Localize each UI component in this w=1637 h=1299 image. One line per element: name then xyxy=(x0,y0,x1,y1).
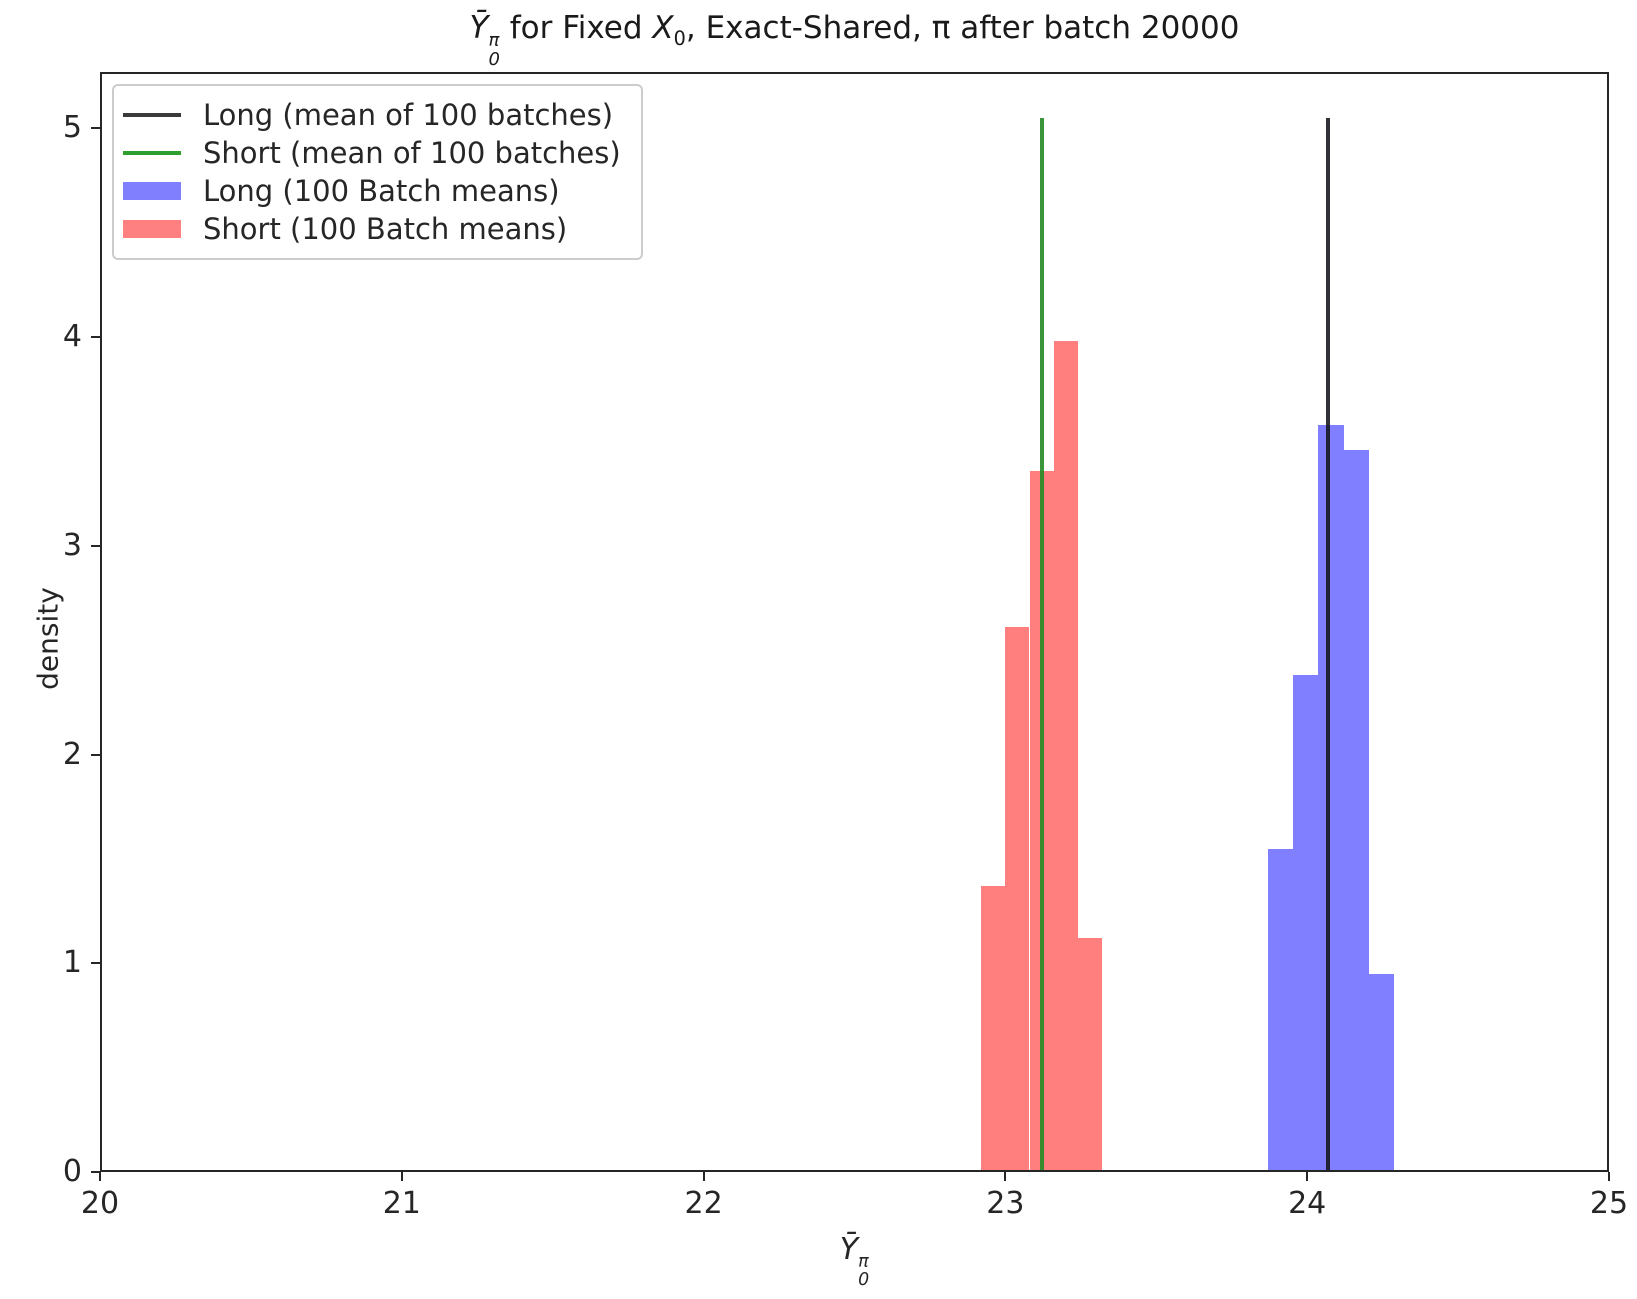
title-rest-text: , Exact-Shared, π after batch 20000 xyxy=(685,10,1240,46)
legend-item-label: Long (mean of 100 batches) xyxy=(203,98,614,132)
histogram-bar xyxy=(1343,449,1369,1170)
plot-area-border xyxy=(100,72,1609,1172)
y-tick-mark xyxy=(91,127,100,130)
y-axis-label: density xyxy=(31,587,65,690)
legend-line-swatch xyxy=(123,113,181,117)
legend: Long (mean of 100 batches) Short (mean of… xyxy=(112,84,643,260)
histogram-bar xyxy=(1268,848,1294,1170)
title-x-sub: 0 xyxy=(673,27,686,51)
x-tick-mark xyxy=(1004,1172,1007,1181)
x-tick-label: 21 xyxy=(382,1186,421,1221)
histogram-bar xyxy=(1318,424,1344,1170)
y-tick-label: 5 xyxy=(62,110,82,146)
title-mid-text: for Fixed xyxy=(499,10,653,46)
histogram-bar xyxy=(1077,938,1102,1170)
xlabel-y-symbol: Ȳ xyxy=(839,1232,859,1267)
histogram-bar xyxy=(981,886,1006,1170)
y-tick-label: 4 xyxy=(62,319,82,355)
x-tick-mark xyxy=(400,1172,403,1181)
legend-line-swatch xyxy=(123,151,181,155)
title-y-symbol: Ȳ xyxy=(469,10,489,46)
histogram-bar xyxy=(1293,675,1319,1170)
x-tick-mark xyxy=(1306,1172,1309,1181)
mean-line xyxy=(1039,117,1044,1170)
y-tick-mark xyxy=(91,753,100,756)
legend-item: Long (100 Batch means) xyxy=(123,172,621,210)
y-tick-mark xyxy=(91,336,100,339)
y-tick-mark xyxy=(91,962,100,965)
y-tick-label: 0 xyxy=(62,1154,82,1189)
x-tick-mark xyxy=(702,1172,705,1181)
histogram-bar xyxy=(1368,973,1395,1170)
legend-item: Short (100 Batch means) xyxy=(123,210,621,248)
y-tick-mark xyxy=(91,1171,100,1173)
mean-line xyxy=(1326,117,1331,1170)
legend-item-label: Short (mean of 100 batches) xyxy=(203,136,621,170)
legend-item-label: Long (100 Batch means) xyxy=(203,174,560,208)
x-tick-label: 22 xyxy=(684,1186,723,1221)
legend-item-label: Short (100 Batch means) xyxy=(203,212,568,246)
y-tick-mark xyxy=(91,544,100,547)
x-tick-mark xyxy=(1608,1172,1610,1181)
x-tick-label: 25 xyxy=(1589,1186,1629,1221)
y-tick-label: 3 xyxy=(62,527,82,563)
x-tick-mark xyxy=(99,1172,101,1181)
y-tick-label: 2 xyxy=(62,736,82,772)
histogram-bar xyxy=(1005,627,1030,1170)
y-tick-label: 1 xyxy=(62,945,82,981)
legend-item: Short (mean of 100 batches) xyxy=(123,134,621,172)
x-tick-label: 20 xyxy=(80,1186,120,1221)
legend-item: Long (mean of 100 batches) xyxy=(123,96,621,134)
legend-patch-swatch xyxy=(123,220,181,238)
histogram-bar xyxy=(1053,341,1078,1170)
x-tick-label: 24 xyxy=(1288,1186,1327,1221)
x-tick-label: 23 xyxy=(986,1186,1025,1221)
title-x-symbol: X xyxy=(652,10,674,46)
legend-patch-swatch xyxy=(123,182,181,200)
